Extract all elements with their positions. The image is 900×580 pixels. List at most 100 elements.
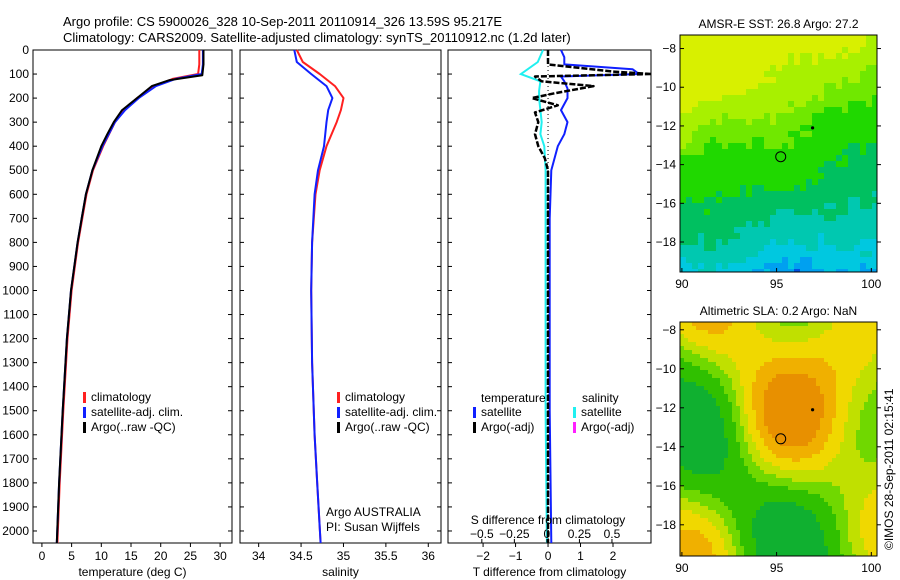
map-cell [684,342,688,346]
map-cell [716,209,722,215]
map-cell [776,330,780,334]
map-cell [704,179,710,185]
map-cell [704,402,708,406]
map-cell [866,227,872,233]
map-cell [700,354,704,358]
map-cell [744,386,748,390]
map-cell [836,35,842,41]
map-cell [744,418,748,422]
map-cell [792,378,796,382]
map-cell [828,434,832,438]
map-cell [860,89,866,95]
map-cell [820,394,824,398]
map-cell [848,402,852,406]
map-cell [854,245,860,251]
map-cell [856,322,860,326]
map-cell [728,402,732,406]
map-cell [828,330,832,334]
map-cell [848,538,852,542]
map-cell [688,450,692,454]
map-cell [688,326,692,330]
map-cell [732,442,736,446]
map-cell [808,426,812,430]
map-cell [760,398,764,402]
x-axis-label: salinity [322,565,359,579]
map-cell [804,550,808,554]
map-cell [764,342,768,346]
map-cell [820,334,824,338]
map-cell [704,362,708,366]
map-cell [812,113,818,119]
map-cell [728,77,734,83]
map-cell [740,71,746,77]
map-cell [732,438,736,442]
map-cell [796,410,800,414]
map-cell [854,161,860,167]
map-cell [852,362,856,366]
map-cell [824,107,830,113]
map-cell [748,526,752,530]
map-cell [708,470,712,474]
map-cell [872,233,877,239]
map-cell [716,334,720,338]
map-cell [716,350,720,354]
map-cell [788,83,794,89]
map-cell [818,221,824,227]
map-cell [860,203,866,209]
map-cell [696,406,700,410]
map-cell [796,358,800,362]
map-cell [800,227,806,233]
map-cell [828,406,832,410]
map-cell [848,378,852,382]
map-cell [824,167,830,173]
map-cell [686,269,692,272]
map-cell [752,394,756,398]
map-cell [842,161,848,167]
map-cell [748,374,752,378]
map-cell [680,478,684,482]
map-cell [770,149,776,155]
map-cell [804,518,808,522]
map-cell [816,454,820,458]
map-cell [840,550,844,554]
map-cell [720,346,724,350]
map-cell [796,550,800,554]
map-cell [856,514,860,518]
map-cell [692,346,696,350]
map-cell [824,197,830,203]
map-cell [808,466,812,470]
map-cell [792,434,796,438]
map-cell [844,538,848,542]
map-cell [680,510,684,514]
map-cell [788,514,792,518]
map-cell [752,245,758,251]
map-cell [776,470,780,474]
map-cell [736,366,740,370]
map-cell [696,458,700,462]
map-cell [820,378,824,382]
map-cell [734,269,740,272]
map-cell [824,119,830,125]
map-y-tick-label: −14 [656,440,677,454]
map-cell [816,346,820,350]
map-cell [804,502,808,506]
map-cell [836,482,840,486]
map-cell [836,257,842,263]
map-cell [842,251,848,257]
map-cell [760,498,764,502]
map-cell [824,239,830,245]
map-cell [760,438,764,442]
map-cell [844,406,848,410]
map-cell [692,326,696,330]
map-cell [800,494,804,498]
map-cell [860,358,864,362]
map-cell [836,251,842,257]
map-cell [692,422,696,426]
map-cell [700,322,704,326]
map-cell [758,221,764,227]
map-cell [722,251,728,257]
map-cell [830,155,836,161]
map-cell [796,474,800,478]
map-cell [792,382,796,386]
x-tick-label: −2 [476,549,490,563]
